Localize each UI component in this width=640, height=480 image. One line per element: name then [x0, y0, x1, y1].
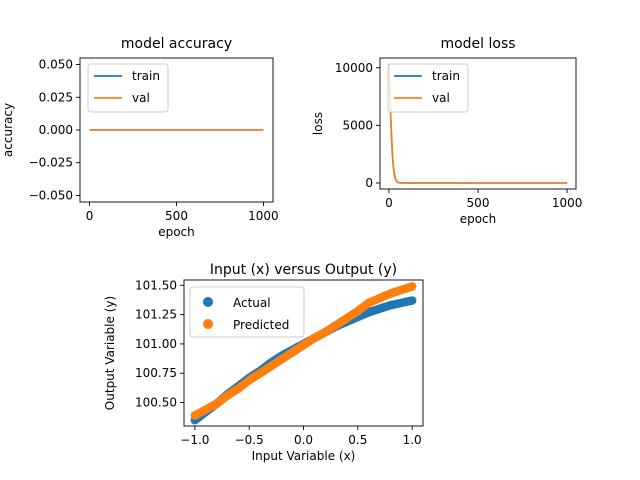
chart-title: Input (x) versus Output (y) [210, 262, 397, 278]
y-tick-label: 0.000 [39, 123, 73, 137]
y-tick-label: 100.50 [135, 396, 177, 410]
x-tick-label: 1.0 [403, 433, 422, 447]
chart-title: model accuracy [121, 36, 232, 52]
series-line-val [388, 63, 568, 184]
x-tick-label: 0.0 [294, 433, 313, 447]
legend-label: Predicted [233, 318, 289, 332]
legend: Actual Predicted [189, 286, 305, 338]
y-tick-label: 0.025 [39, 90, 73, 104]
y-tick-label: 0 [365, 176, 373, 190]
legend-label: val [132, 91, 150, 105]
y-tick-label: 101.00 [135, 337, 177, 351]
x-tick-label: 0 [86, 209, 94, 223]
x-tick-label: −1.0 [180, 433, 209, 447]
x-axis-label: Input Variable (x) [252, 449, 356, 463]
x-tick-label: 0.5 [348, 433, 367, 447]
legend-marker-predicted [203, 319, 213, 329]
legend: train val [87, 63, 169, 113]
y-tick-label: −0.025 [29, 156, 73, 170]
x-axis-label: epoch [158, 225, 195, 239]
legend-label: train [432, 69, 460, 83]
y-tick-label: 0.050 [39, 58, 73, 72]
y-tick-label: 100.75 [135, 366, 177, 380]
y-tick-label: 10000 [335, 61, 373, 75]
x-tick-label: 0 [385, 196, 393, 210]
x-tick-label: −0.5 [235, 433, 264, 447]
y-axis-label: accuracy [1, 103, 15, 157]
x-tick-label: 1000 [552, 196, 583, 210]
chart-panel-2: −1.0 −0.5 0.0 0.5 1.0 100.50 100.75 101.00 101.2… [103, 262, 424, 463]
y-axis-label: Output Variable (y) [103, 296, 117, 410]
scatter-point-predicted [407, 282, 417, 291]
chart-title: model loss [440, 36, 515, 52]
legend-label: train [132, 69, 160, 83]
legend-label: Actual [233, 296, 271, 310]
legend-box [189, 286, 305, 338]
data-layer [388, 63, 568, 184]
y-tick-label: 101.25 [135, 308, 177, 322]
legend-marker-actual [203, 297, 213, 307]
x-tick-label: 500 [165, 209, 188, 223]
scatter-point-actual [407, 296, 417, 305]
legend-label: val [432, 91, 450, 105]
x-axis-label: epoch [460, 212, 497, 226]
legend: train val [387, 63, 469, 113]
x-tick-label: 500 [467, 196, 490, 210]
y-tick-label: 101.50 [135, 278, 177, 292]
chart-panel-0: 0 500 1000 −0.050 −0.025 0.000 0.025 0.050 model… [1, 36, 279, 239]
y-tick-label: −0.050 [29, 188, 73, 202]
x-tick-label: 1000 [248, 209, 279, 223]
data-layer [190, 282, 417, 425]
y-axis-label: loss [311, 112, 325, 135]
y-tick-label: 5000 [342, 118, 373, 132]
